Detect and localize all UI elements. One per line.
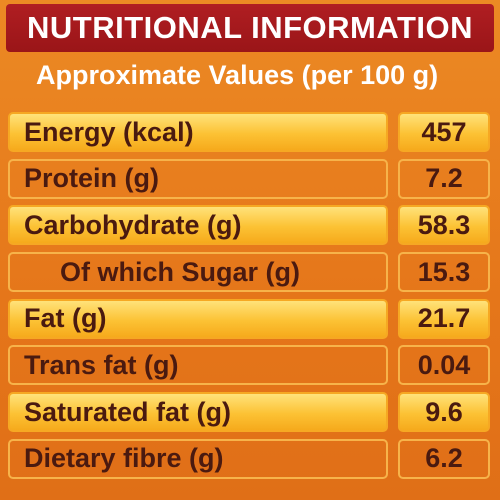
row-value: 58.3	[398, 205, 490, 246]
row-label: Carbohydrate (g)	[8, 205, 388, 246]
title-bar: NUTRITIONAL INFORMATION	[6, 4, 494, 52]
page-title: NUTRITIONAL INFORMATION	[26, 10, 474, 45]
row-label: Trans fat (g)	[8, 345, 388, 386]
row-label: Fat (g)	[8, 298, 388, 339]
table-row-saturated-fat: Saturated fat (g) 9.6	[8, 392, 496, 433]
table-row-sugar: Of which Sugar (g) 15.3	[8, 252, 496, 293]
row-value: 15.3	[398, 252, 490, 293]
subtitle: Approximate Values (per 100 g)	[36, 60, 439, 90]
row-value: 457	[398, 112, 490, 152]
table-row-dietary-fibre: Dietary fibre (g) 6.2	[8, 438, 496, 479]
row-value: 21.7	[398, 298, 490, 339]
row-value: 7.2	[398, 158, 490, 199]
nutrition-table: Energy (kcal) 457 Protein (g) 7.2 Carboh…	[8, 112, 496, 486]
row-label: Energy (kcal)	[8, 112, 388, 152]
row-label: Saturated fat (g)	[8, 392, 388, 433]
table-row-trans-fat: Trans fat (g) 0.04	[8, 345, 496, 386]
row-value: 0.04	[398, 345, 490, 386]
table-row-protein: Protein (g) 7.2	[8, 158, 496, 199]
row-value: 6.2	[398, 438, 490, 479]
row-label: Protein (g)	[8, 158, 388, 199]
table-row-carbohydrate: Carbohydrate (g) 58.3	[8, 205, 496, 246]
row-value: 9.6	[398, 392, 490, 433]
row-label: Of which Sugar (g)	[8, 252, 388, 293]
table-row-energy: Energy (kcal) 457	[8, 112, 496, 152]
row-label: Dietary fibre (g)	[8, 438, 388, 479]
table-row-fat: Fat (g) 21.7	[8, 298, 496, 339]
